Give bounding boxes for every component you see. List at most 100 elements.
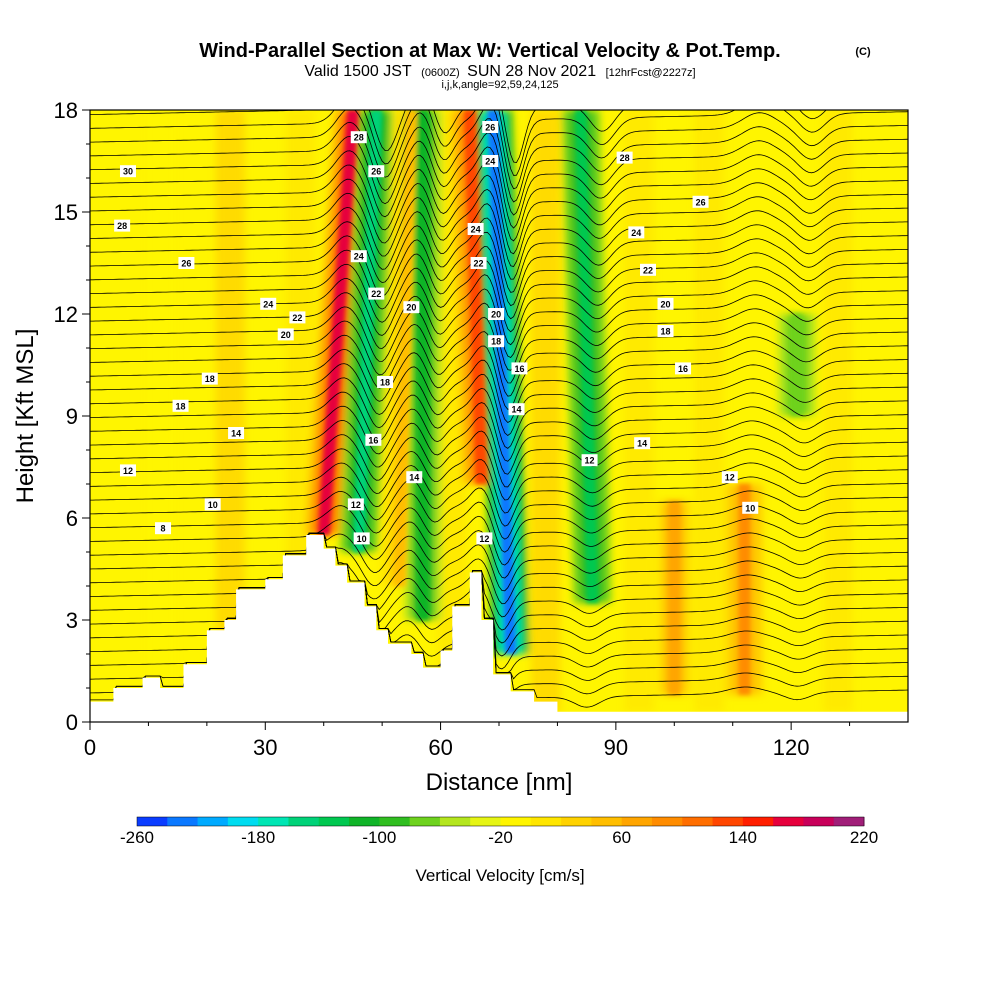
velocity-downdraft-band [352, 110, 383, 552]
theta-label: 16 [511, 362, 528, 375]
theta-label-bg [201, 372, 218, 385]
velocity-weak-band [145, 110, 175, 712]
theta-contour-line [90, 487, 908, 540]
y-axis-label: Height [Kft MSL] [12, 329, 39, 504]
theta-label: 12 [721, 471, 738, 484]
theta-label: 10 [742, 501, 759, 514]
theta-label: 28 [350, 131, 367, 144]
theta-contour-line [90, 260, 908, 333]
theta-label-bg [476, 532, 493, 545]
theta-contour-line [90, 246, 908, 320]
theta-contour-line [90, 359, 908, 424]
theta-label-bg [368, 165, 385, 178]
theta-label-bg [347, 498, 364, 511]
theta-label: 14 [406, 471, 423, 484]
y-tick-label: 18 [54, 98, 78, 123]
theta-label-text: 16 [514, 364, 524, 374]
theta-label: 12 [119, 464, 136, 477]
theta-label-bg [119, 464, 136, 477]
theta-label: 28 [616, 151, 633, 164]
theta-contour-line [90, 387, 908, 449]
theta-label: 24 [628, 226, 645, 239]
theta-label-text: 14 [637, 439, 647, 449]
theta-label: 20 [657, 297, 674, 310]
velocity-updraft-band [463, 110, 488, 484]
velocity-updraft-band [668, 501, 681, 695]
theta-label-bg [350, 250, 367, 263]
theta-label-text: 30 [123, 167, 133, 177]
theta-label: 18 [377, 376, 394, 388]
colorbar-segment [258, 817, 289, 826]
theta-label-text: 12 [351, 500, 361, 510]
valid-line: Valid 1500 JST (0600Z) SUN 28 Nov 2021 [… [304, 63, 695, 80]
theta-label: 22 [289, 311, 306, 324]
colorbar-segment [621, 817, 653, 826]
theta-label: 22 [470, 257, 487, 269]
colorbar-tick-label: -180 [241, 828, 275, 847]
theta-label-text: 28 [117, 221, 127, 231]
theta-label-text: 26 [696, 197, 706, 207]
theta-label-bg [616, 151, 633, 164]
theta-label-bg [350, 131, 367, 144]
theta-label: 24 [350, 250, 367, 263]
theta-contour-line [90, 174, 908, 255]
theta-label-text: 10 [745, 503, 755, 513]
theta-label: 22 [639, 263, 656, 276]
colorbar-label: Vertical Velocity [cm/s] [415, 866, 584, 885]
y-tick-label: 3 [66, 608, 78, 633]
colorbar-segment [591, 817, 623, 826]
theta-contour-line [90, 118, 908, 203]
theta-label-text: 18 [661, 327, 671, 337]
x-tick-label: 30 [253, 735, 277, 760]
theta-label: 12 [581, 454, 598, 467]
theta-label: 14 [634, 437, 651, 450]
theta-label-bg [204, 498, 221, 511]
theta-contour-line [90, 345, 908, 410]
colorbar-segment [773, 817, 804, 826]
theta-label-bg [228, 427, 245, 439]
theta-label-bg [119, 165, 136, 178]
velocity-weak-band [624, 110, 654, 712]
theta-label-text: 28 [354, 133, 364, 143]
colorbar-segment [742, 817, 774, 826]
theta-label-text: 22 [371, 289, 381, 299]
theta-contour-line [90, 515, 908, 566]
theta-label-text: 12 [479, 534, 489, 544]
colorbar-segment [288, 817, 320, 826]
theta-label-bg [260, 297, 277, 310]
theta-label: 22 [368, 287, 385, 300]
theta-contour-line [90, 530, 908, 579]
colorbar-frame [136, 816, 865, 827]
theta-label: 26 [368, 165, 385, 178]
x-axis-label: Distance [nm] [426, 769, 573, 796]
theta-contours [90, 110, 908, 708]
theta-label: 16 [365, 433, 382, 446]
theta-label-text: 22 [474, 259, 484, 269]
colorbar-segment [318, 817, 350, 826]
theta-label-text: 24 [631, 228, 641, 238]
x-tick-label: 0 [84, 735, 96, 760]
theta-contour-line [90, 444, 908, 501]
theta-contour-line [90, 203, 908, 280]
theta-label-bg [406, 471, 423, 484]
theta-label-text: 20 [491, 310, 501, 320]
theta-contour-line [90, 231, 908, 307]
terrain [90, 535, 908, 722]
velocity-updraft-band [393, 110, 418, 586]
theta-contour-line [90, 416, 908, 475]
theta-contour-line [90, 110, 827, 164]
theta-label-bg [488, 308, 505, 320]
theta-label: 26 [178, 257, 195, 269]
y-tick-label: 0 [66, 710, 78, 735]
theta-contour-line [90, 532, 908, 592]
theta-label: 20 [403, 301, 420, 314]
theta-contour-line [90, 501, 908, 553]
valid-utc: (0600Z) [421, 67, 460, 79]
colorbar-segment [439, 817, 471, 826]
theta-label-text: 14 [231, 429, 241, 439]
theta-label-text: 18 [491, 337, 501, 347]
theta-label-bg [470, 257, 487, 269]
theta-label: 10 [204, 498, 221, 511]
theta-label-text: 26 [181, 259, 191, 269]
